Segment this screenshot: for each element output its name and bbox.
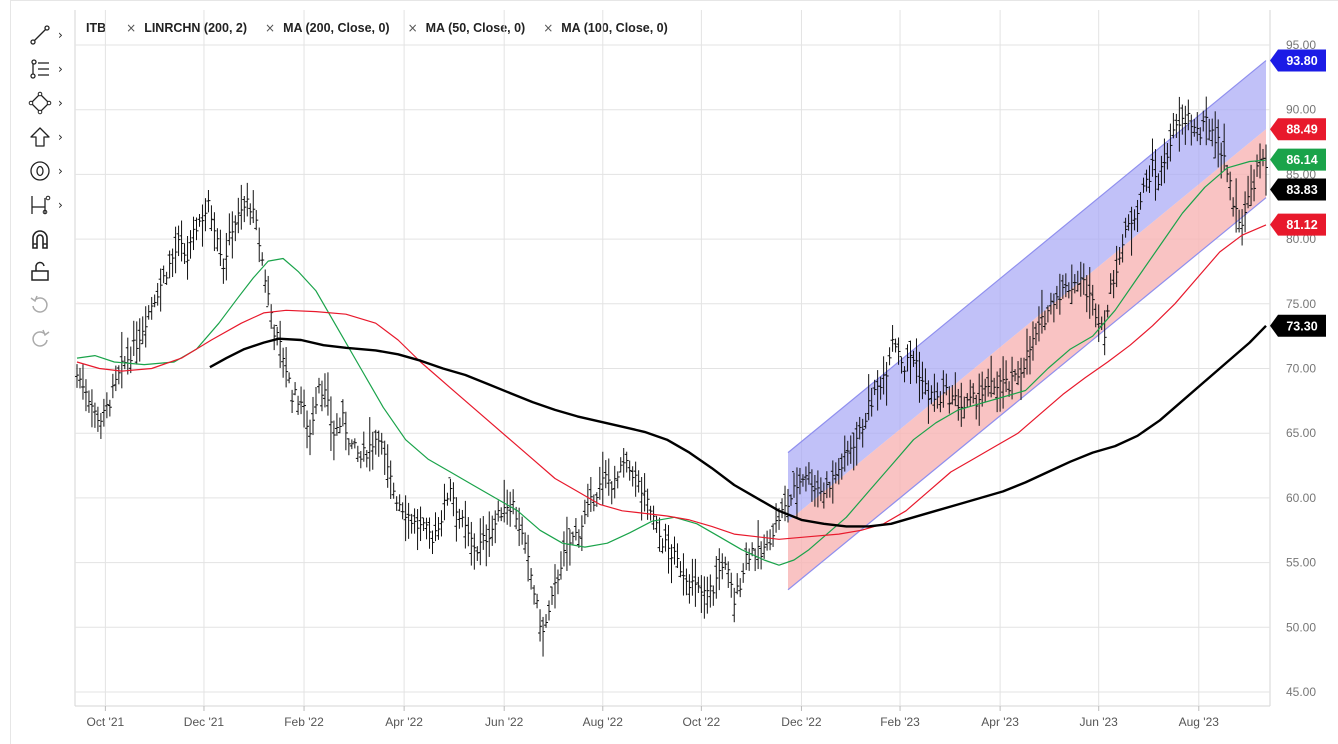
x-tick-label: Oct '21 [87, 715, 125, 729]
x-tick-label: Apr '22 [385, 715, 423, 729]
last-value-text: 86.14 [1286, 153, 1317, 167]
y-tick-label: 85.00 [1286, 167, 1316, 181]
study-legend-item: × MA (200, Close, 0) [265, 21, 390, 35]
last-value-tag [1270, 314, 1326, 337]
last-value-label: 88.49 [1270, 118, 1326, 141]
x-tick-label: Jun '23 [1080, 715, 1119, 729]
x-tick-label: Dec '22 [781, 715, 822, 729]
last-value-tag [1270, 178, 1326, 201]
y-tick-label: 70.00 [1286, 362, 1316, 376]
x-tick-label: Jun '22 [485, 715, 524, 729]
fibonacci-icon [30, 59, 49, 79]
series-line-(100 [76, 224, 1267, 540]
last-value-tag [1270, 118, 1326, 141]
study-label: LINRCHN (200, 2) [144, 21, 247, 35]
chevron-right-icon: › [58, 96, 63, 110]
y-tick-label: 60.00 [1286, 491, 1316, 505]
chevron-right-icon: › [58, 130, 63, 144]
tool-fibonacci[interactable]: › [28, 56, 76, 82]
tool-unlock[interactable] [28, 258, 76, 284]
study-legend-item: × MA (100, Close, 0) [543, 21, 668, 35]
drawing-toolbar: › › › › › › [10, 0, 74, 744]
last-value-label: 86.14 [1270, 148, 1326, 171]
channel-lower-line [787, 197, 1267, 591]
study-label: MA (200, Close, 0) [283, 21, 390, 35]
study-label: MA (50, Close, 0) [425, 21, 526, 35]
y-tick-label: 50.00 [1286, 620, 1316, 634]
last-value-label: 81.12 [1270, 213, 1326, 236]
shapes-icon [28, 91, 52, 115]
tool-trend-line[interactable]: › [28, 22, 76, 48]
chart-left-border [10, 0, 11, 744]
y-tick-label: 95.00 [1286, 38, 1316, 52]
last-value-tag [1270, 49, 1326, 72]
remove-study-icon[interactable]: × [265, 21, 276, 35]
magnet-icon [32, 230, 48, 249]
redo-icon [32, 329, 50, 347]
y-tick-label: 65.00 [1286, 426, 1316, 440]
tool-arrow-up[interactable]: › [28, 124, 76, 150]
undo-icon [30, 295, 48, 313]
last-value-text: 88.49 [1286, 123, 1317, 137]
series-line-(200 [209, 324, 1267, 528]
last-value-tag [1270, 213, 1326, 236]
x-tick-label: Aug '22 [583, 715, 624, 729]
last-value-label: 73.30 [1270, 314, 1326, 337]
chart-top-border [10, 0, 1338, 1]
chevron-right-icon: › [58, 28, 63, 42]
chevron-right-icon: › [58, 198, 63, 212]
study-legend-item: × LINRCHN (200, 2) [126, 21, 247, 35]
study-label: MA (100, Close, 0) [561, 21, 668, 35]
remove-study-icon[interactable]: × [543, 21, 554, 35]
price-bars [75, 96, 1268, 657]
tool-shapes[interactable]: › [28, 90, 76, 116]
x-tick-label: Oct '22 [683, 715, 721, 729]
last-value-label: 93.80 [1270, 49, 1326, 72]
channel-upper-line [787, 60, 1267, 454]
measure-icon [31, 195, 51, 215]
y-tick-label: 45.00 [1286, 685, 1316, 699]
arrow-up-icon [30, 127, 50, 147]
tool-magnet[interactable] [28, 226, 76, 252]
trend-line-icon [30, 25, 50, 45]
last-value-label: 83.83 [1270, 178, 1326, 201]
y-tick-label: 75.00 [1286, 297, 1316, 311]
chevron-right-icon: › [58, 164, 63, 178]
tool-circle-mark[interactable]: › [28, 158, 76, 184]
last-value-text: 81.12 [1286, 218, 1317, 232]
tool-undo[interactable] [28, 292, 76, 318]
remove-study-icon[interactable]: × [126, 21, 137, 35]
x-tick-label: Apr '23 [981, 715, 1019, 729]
y-tick-label: 90.00 [1286, 103, 1316, 117]
x-tick-label: Dec '21 [184, 715, 225, 729]
study-legend: ITB × LINRCHN (200, 2) × MA (200, Close,… [86, 18, 686, 38]
x-tick-label: Feb '22 [284, 715, 324, 729]
last-value-text: 83.83 [1286, 183, 1317, 197]
last-value-tag [1270, 148, 1326, 171]
study-legend-item: × MA (50, Close, 0) [408, 21, 526, 35]
symbol-label: ITB [86, 21, 107, 35]
x-tick-label: Aug '23 [1179, 715, 1220, 729]
unlock-icon [31, 261, 49, 281]
tool-measure[interactable]: › [28, 192, 76, 218]
y-tick-label: 55.00 [1286, 556, 1316, 570]
tool-redo[interactable] [28, 326, 76, 352]
x-tick-label: Feb '23 [880, 715, 920, 729]
last-value-text: 93.80 [1286, 54, 1317, 68]
chevron-right-icon: › [58, 62, 63, 76]
circle-mark-icon [30, 161, 50, 181]
remove-study-icon[interactable]: × [407, 21, 418, 35]
last-value-text: 73.30 [1286, 319, 1317, 333]
